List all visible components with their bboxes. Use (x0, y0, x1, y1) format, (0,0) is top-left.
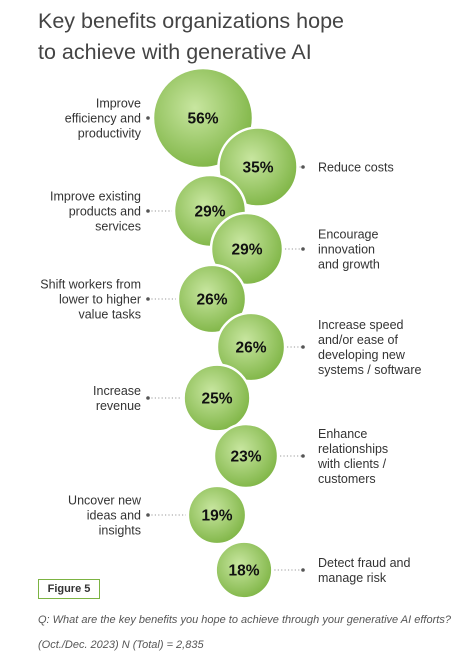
bubble-value: 29% (194, 204, 225, 221)
bubble-label: Increase speed and/or ease of developing n… (318, 318, 422, 377)
bubble-label-line: efficiency and (65, 112, 141, 126)
bubble-label-line: and growth (318, 258, 380, 272)
leader-dot (146, 116, 150, 120)
bubble-label-line: Shift workers from (40, 278, 141, 292)
bubble-value: 29% (231, 242, 262, 259)
leader-dot (301, 568, 305, 572)
chart-title-line-2: to achieve with generative AI (38, 40, 312, 64)
survey-question: Q: What are the key benefits you hope to… (38, 614, 451, 626)
bubble-label-line: with clients / (317, 457, 387, 471)
leader-dot (146, 297, 150, 301)
bubble-item-1: 56% Improve efficiency and productivity (65, 66, 255, 170)
bubble-label-line: innovation (318, 243, 375, 257)
bubble-label: Shift workers from lower to higher value t… (40, 278, 141, 322)
chart-title-line-1: Key benefits organizations hope (38, 9, 344, 33)
bubble-label-line: Reduce costs (318, 161, 394, 175)
bubble (176, 263, 248, 335)
bubble-value: 35% (242, 160, 273, 177)
bubble-value: 19% (201, 508, 232, 525)
bubble-label-line: Uncover new (68, 494, 142, 508)
bubble-label-line: products and (69, 205, 141, 219)
bubble-label-line: Improve existing (50, 190, 141, 204)
bubble (182, 363, 252, 433)
leader-dot (301, 247, 305, 251)
bubble-label-line: Improve (96, 97, 141, 111)
leader-dot (146, 513, 150, 517)
bubble-label: Enhance relationships with clients / custom… (317, 427, 388, 486)
sample-size-note: (Oct./Dec. 2023) N (Total) = 2,835 (38, 639, 204, 651)
bubble-label: Reduce costs (318, 161, 394, 175)
bubble-label-line: lower to higher (59, 293, 141, 307)
bubble-label-line: productivity (78, 127, 142, 141)
bubble-value: 25% (201, 391, 232, 408)
bubble-label: Improve existing products and services (50, 190, 141, 234)
bubble-label-line: services (95, 220, 141, 234)
bubble-item-3: 29% Improve existing products and services (50, 173, 248, 249)
bubble-item-8: 23% Enhance relationships with clients / cus… (212, 422, 388, 490)
bubble-item-2: 35% Reduce costs (217, 126, 394, 208)
leader-dot (301, 454, 305, 458)
bubble-label-line: and/or ease of (318, 333, 398, 347)
bubble-label-line: systems / software (318, 363, 422, 377)
figure-label: Figure 5 (38, 579, 100, 599)
leader-dot (301, 165, 305, 169)
bubble-label-line: developing new (318, 348, 406, 362)
bubble-label-line: Encourage (318, 228, 379, 242)
bubble (215, 311, 287, 383)
bubble (209, 211, 285, 287)
bubble-label-line: relationships (318, 442, 388, 456)
bubble-label-line: Detect fraud and (318, 556, 410, 570)
bubble-label-line: Increase speed (318, 318, 404, 332)
leader-dot (146, 396, 150, 400)
bubble-label-line: insights (99, 524, 141, 538)
leader-dot (301, 345, 305, 349)
bubble-item-9: 19% Uncover new ideas and insights (68, 484, 248, 546)
bubble (212, 422, 280, 490)
leader-dot (146, 209, 150, 213)
bubble-label: Improve efficiency and productivity (65, 97, 142, 141)
bubble-label-line: ideas and (87, 509, 141, 523)
bubble-label-line: customers (318, 472, 376, 486)
bubble-label-line: Increase (93, 384, 141, 398)
bubble-label-line: manage risk (318, 571, 387, 585)
bubble-label-line: revenue (96, 399, 141, 413)
bubble-label-line: Enhance (318, 427, 367, 441)
bubble-value: 23% (230, 449, 261, 466)
bubble-chart: 56% Improve efficiency and productivity 35% R… (40, 66, 422, 600)
bubble-label: Uncover new ideas and insights (68, 494, 142, 538)
bubble-item-10: 18% Detect fraud and manage risk (214, 540, 410, 600)
bubble-label: Encourage innovation and growth (318, 228, 380, 272)
bubble-label: Detect fraud and manage risk (318, 556, 410, 585)
chart-title: Key benefits organizations hope to achie… (38, 6, 458, 68)
bubble-value: 26% (235, 340, 266, 357)
bubbles-layer: 56% Improve efficiency and productivity 35% R… (40, 66, 422, 600)
bubble-value: 18% (228, 563, 259, 580)
bubble (214, 540, 274, 600)
bubble (186, 484, 248, 546)
bubble-label: Increase revenue (93, 384, 141, 413)
bubble-item-4: 29% Encourage innovation and growth (209, 211, 380, 287)
bubble-item-5: 26% Shift workers from lower to higher valu… (40, 263, 248, 335)
bubble-label-line: value tasks (78, 308, 141, 322)
bubble-item-6: 26% Increase speed and/or ease of developin… (215, 311, 422, 383)
bubble-item-7: 25% Increase revenue (93, 363, 252, 433)
bubble-value: 26% (196, 292, 227, 309)
bubble-value: 56% (187, 111, 218, 128)
